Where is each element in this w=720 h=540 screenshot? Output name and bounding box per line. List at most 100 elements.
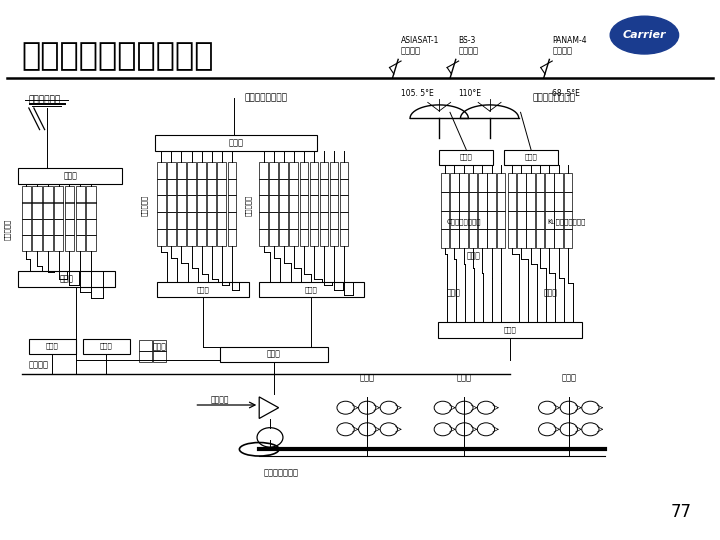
Bar — [554, 173, 563, 192]
Bar — [320, 212, 328, 229]
Text: 68. 5°E: 68. 5°E — [552, 89, 580, 98]
Text: 混合器: 混合器 — [60, 275, 73, 284]
Bar — [320, 229, 328, 246]
Text: 混合器: 混合器 — [197, 286, 210, 293]
Bar — [153, 340, 166, 351]
Bar — [43, 186, 53, 202]
Bar — [167, 162, 176, 179]
Bar — [153, 351, 166, 362]
Bar — [340, 195, 348, 212]
Bar — [83, 339, 130, 354]
Bar — [157, 229, 166, 246]
Bar — [207, 162, 216, 179]
Bar — [330, 195, 338, 212]
Text: 教学楼: 教学楼 — [360, 374, 374, 382]
Bar — [279, 195, 288, 212]
Bar — [508, 230, 516, 248]
Text: BS-3: BS-3 — [459, 36, 476, 45]
Bar — [310, 212, 318, 229]
Bar — [54, 219, 63, 235]
Bar — [450, 230, 459, 248]
Bar — [564, 192, 572, 211]
Bar — [76, 186, 85, 202]
Text: 图书馆: 图书馆 — [457, 374, 472, 382]
Bar — [32, 235, 42, 251]
Bar — [545, 173, 554, 192]
Bar — [517, 192, 526, 211]
Bar — [259, 179, 268, 195]
Bar — [177, 212, 186, 229]
Text: 亚洲一号: 亚洲一号 — [401, 46, 421, 56]
Bar — [228, 162, 236, 179]
Bar — [564, 211, 572, 229]
Text: 主干、分配系统: 主干、分配系统 — [264, 468, 298, 477]
Bar — [330, 162, 338, 179]
Bar — [279, 162, 288, 179]
Text: 宿舍楼: 宿舍楼 — [562, 374, 576, 382]
Bar — [167, 195, 176, 212]
Bar — [330, 179, 338, 195]
Bar — [207, 229, 216, 246]
Text: 混合器: 混合器 — [503, 327, 516, 333]
Bar — [177, 195, 186, 212]
Bar — [517, 230, 526, 248]
Bar — [32, 202, 42, 219]
Bar — [289, 195, 298, 212]
Bar — [157, 282, 249, 297]
Text: 调制器: 调制器 — [544, 288, 557, 297]
Text: PANAM-4: PANAM-4 — [552, 36, 587, 45]
Text: C段机卫星接收机: C段机卫星接收机 — [446, 218, 481, 225]
Bar — [217, 195, 226, 212]
Bar — [526, 211, 535, 229]
Bar — [517, 173, 526, 192]
Text: 开路电视界面: 开路电视界面 — [29, 96, 61, 104]
Bar — [259, 282, 364, 297]
Bar — [459, 211, 468, 229]
Bar — [526, 230, 535, 248]
Text: Carrier: Carrier — [623, 30, 666, 40]
Text: 百合三号: 百合三号 — [459, 46, 479, 56]
Bar — [441, 211, 449, 229]
Bar — [450, 211, 459, 229]
Bar — [469, 192, 477, 211]
Bar — [536, 211, 544, 229]
Bar — [217, 229, 226, 246]
Bar — [269, 212, 278, 229]
Bar — [289, 179, 298, 195]
Bar — [259, 195, 268, 212]
Bar — [536, 192, 544, 211]
Bar — [76, 235, 85, 251]
Bar — [197, 229, 206, 246]
Bar — [22, 186, 31, 202]
Bar — [441, 230, 449, 248]
Text: 分频器: 分频器 — [228, 139, 243, 147]
Bar — [32, 219, 42, 235]
Bar — [310, 179, 318, 195]
Bar — [508, 173, 516, 192]
Bar — [450, 173, 459, 192]
Bar — [207, 212, 216, 229]
Bar — [545, 211, 554, 229]
Bar — [438, 322, 582, 338]
Bar — [300, 195, 308, 212]
Bar — [508, 211, 516, 229]
Bar — [65, 186, 74, 202]
Text: 城市有线电视节目: 城市有线电视节目 — [245, 94, 288, 103]
Bar — [217, 179, 226, 195]
Bar — [330, 229, 338, 246]
Text: 卫星接收电视节目: 卫星接收电视节目 — [533, 94, 576, 103]
Bar — [269, 195, 278, 212]
Bar — [459, 192, 468, 211]
Bar — [177, 162, 186, 179]
Bar — [197, 195, 206, 212]
Bar — [259, 212, 268, 229]
Bar — [340, 229, 348, 246]
Bar — [167, 212, 176, 229]
Bar — [32, 186, 42, 202]
Bar — [269, 179, 278, 195]
Bar — [497, 230, 505, 248]
Bar — [450, 192, 459, 211]
Bar — [29, 339, 76, 354]
Ellipse shape — [610, 16, 679, 54]
Bar — [86, 186, 96, 202]
